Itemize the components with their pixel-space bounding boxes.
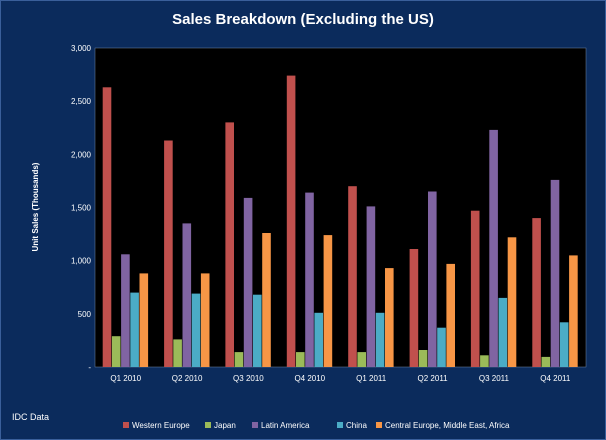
x-tick-label: Q3 2010: [233, 374, 264, 383]
y-tick-label: 3,000: [71, 44, 92, 53]
bar-latin-america-3: [243, 197, 253, 367]
bar-japan-8: [541, 356, 551, 367]
bar-central-europe-middle-east-africa-3: [262, 233, 271, 367]
bar-western-europe-4: [286, 75, 296, 367]
bar-china-1: [130, 292, 139, 367]
bar-japan-2: [173, 339, 182, 367]
bar-latin-america-6: [428, 191, 437, 367]
x-tick-label: Q1 2010: [110, 374, 141, 383]
bar-western-europe-3: [225, 122, 234, 368]
bar-group: [102, 75, 578, 368]
legend-label: Central Europe, Middle East, Africa: [385, 421, 510, 430]
bar-china-7: [498, 297, 508, 367]
bar-central-europe-middle-east-africa-5: [385, 268, 394, 367]
bar-japan-7: [480, 355, 489, 367]
bar-latin-america-7: [489, 129, 498, 367]
x-tick-label: Q2 2011: [418, 374, 449, 383]
x-axis-ticks: Q1 2010 Q2 2010 Q3 2010 Q4 2010 Q1 2011 Q2 20…: [110, 374, 571, 383]
bar-china-5: [375, 312, 385, 367]
bar-western-europe-2: [164, 140, 173, 367]
bar-latin-america-8: [550, 179, 560, 367]
bar-western-europe-7: [470, 210, 480, 367]
x-tick-label: Q4 2010: [294, 374, 325, 383]
y-tick-label: 2,500: [71, 97, 92, 106]
x-tick-label: Q4 2011: [540, 374, 571, 383]
y-tick-label: 2,000: [71, 150, 92, 159]
bar-china-6: [437, 327, 446, 367]
legend-label: Latin America: [261, 421, 310, 430]
legend-swatch: [252, 422, 258, 428]
legend-swatch: [123, 422, 129, 428]
bar-western-europe-1: [102, 87, 112, 368]
bar-western-europe-8: [532, 218, 541, 367]
y-tick-label: 1,000: [71, 257, 92, 266]
source-note: IDC Data: [12, 412, 49, 422]
bar-japan-5: [357, 352, 366, 367]
y-tick-label: -: [88, 363, 91, 372]
bar-western-europe-6: [409, 249, 419, 367]
bar-latin-america-2: [182, 223, 192, 367]
bar-central-europe-middle-east-africa-1: [139, 273, 149, 367]
y-axis-ticks: - 500 1,000 1,500 2,000 2,500 3,000: [71, 44, 92, 372]
x-tick-label: Q2 2010: [172, 374, 203, 383]
bar-central-europe-middle-east-africa-8: [569, 255, 578, 367]
bar-china-3: [253, 294, 262, 367]
bar-china-4: [314, 312, 323, 367]
x-tick-label: Q1 2011: [356, 374, 387, 383]
legend-swatch: [376, 422, 382, 428]
chart-title: Sales Breakdown (Excluding the US): [172, 11, 434, 28]
y-axis-label: Unit Sales (Thousands): [31, 162, 40, 251]
bar-western-europe-5: [348, 186, 357, 367]
bar-central-europe-middle-east-africa-7: [507, 237, 517, 367]
legend-swatch: [337, 422, 343, 428]
bar-central-europe-middle-east-africa-6: [446, 263, 455, 367]
bar-central-europe-middle-east-africa-4: [323, 235, 333, 367]
legend-label: China: [346, 421, 367, 430]
legend-swatch: [205, 422, 211, 428]
legend: Western Europe Japan Latin America China Cen…: [123, 421, 510, 430]
y-tick-label: 500: [78, 310, 92, 319]
bar-japan-3: [234, 352, 244, 367]
bar-china-2: [191, 293, 201, 367]
x-tick-label: Q3 2011: [479, 374, 510, 383]
bar-latin-america-4: [305, 192, 314, 367]
bar-central-europe-middle-east-africa-2: [200, 273, 210, 367]
legend-label: Western Europe: [132, 421, 190, 430]
bar-japan-1: [111, 336, 121, 367]
bar-latin-america-1: [121, 254, 130, 367]
y-tick-label: 1,500: [71, 204, 92, 213]
bar-latin-america-5: [366, 206, 376, 367]
legend-label: Japan: [214, 421, 236, 430]
bar-china-8: [559, 322, 569, 367]
bar-japan-6: [418, 350, 428, 367]
bar-japan-4: [296, 352, 305, 367]
